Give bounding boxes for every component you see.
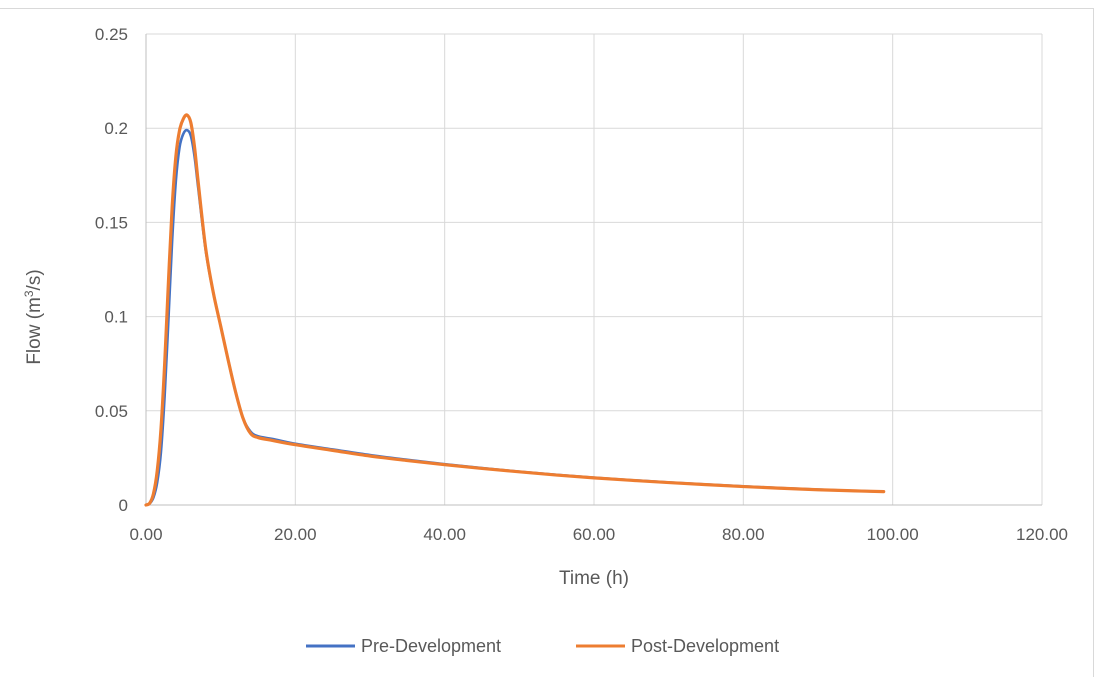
y-tick-label: 0.05 <box>95 402 128 421</box>
x-axis-title: Time (h) <box>559 568 629 589</box>
x-tick-label: 40.00 <box>423 525 466 544</box>
y-axis-title-suffix: /s) <box>24 269 45 290</box>
series-lines <box>144 113 886 507</box>
y-tick-label: 0.15 <box>95 213 128 232</box>
series-line-post-development <box>144 113 886 507</box>
x-tick-label: 120.00 <box>1016 525 1068 544</box>
y-tick-label: 0.25 <box>95 25 128 44</box>
chart-frame-top-border <box>0 8 1094 9</box>
y-axis-title-prefix: Flow (m <box>24 297 45 365</box>
legend-label-pre-development: Pre-Development <box>361 636 501 656</box>
y-tick-label: 0 <box>119 496 128 515</box>
x-tick-label: 0.00 <box>129 525 162 544</box>
x-tick-label: 60.00 <box>573 525 616 544</box>
x-tick-label: 80.00 <box>722 525 765 544</box>
y-axis-title-superscript: 3 <box>22 290 36 297</box>
legend: Pre-Development Post-Development <box>306 636 779 656</box>
series-line-pre-development <box>144 128 886 507</box>
x-tick-labels: 0.00 20.00 40.00 60.00 80.00 100.00 120.00 <box>129 525 1068 544</box>
x-tick-label: 20.00 <box>274 525 317 544</box>
y-tick-labels: 0 0.05 0.1 0.15 0.2 0.25 <box>95 25 128 515</box>
y-axis-title: Flow (m3/s) <box>22 269 45 364</box>
gridlines <box>145 33 1043 506</box>
legend-label-post-development: Post-Development <box>631 636 779 656</box>
y-tick-label: 0.2 <box>104 119 128 138</box>
x-tick-label: 100.00 <box>867 525 919 544</box>
y-tick-label: 0.1 <box>104 308 128 327</box>
